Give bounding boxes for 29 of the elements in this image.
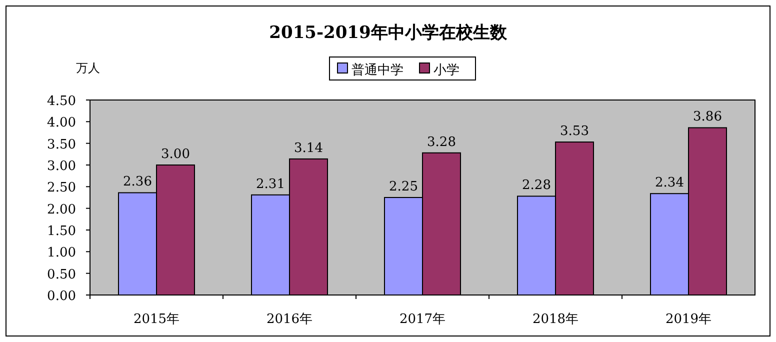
data-label: 3.00 — [161, 147, 190, 162]
data-label: 2.36 — [123, 174, 152, 190]
data-label: 3.14 — [294, 140, 323, 156]
data-label: 3.53 — [560, 124, 589, 140]
y-tick-label: 3.50 — [47, 137, 76, 152]
y-tick-label: 4.00 — [47, 116, 76, 131]
y-tick-label: 4.50 — [47, 94, 76, 109]
legend-label: 普通中学 — [352, 62, 404, 78]
y-tick-label: 0.50 — [47, 267, 76, 282]
x-tick-label: 2016年 — [266, 312, 313, 327]
data-label: 2.25 — [389, 180, 418, 194]
x-tick-label: 2018年 — [532, 312, 579, 327]
data-label: 2.31 — [256, 176, 285, 192]
x-tick-label: 2015年 — [133, 312, 180, 327]
y-tick-label: 2.00 — [47, 202, 76, 218]
data-label: 2.34 — [655, 176, 684, 191]
x-tick-label: 2017年 — [399, 312, 446, 327]
data-label: 3.86 — [693, 110, 722, 125]
y-axis-title: 万人 — [76, 61, 100, 75]
y-tick-label: 0.00 — [47, 289, 76, 304]
legend-label: 小学 — [434, 63, 460, 78]
y-tick-label: 3.00 — [47, 159, 76, 174]
y-tick-label: 1.50 — [47, 224, 76, 239]
data-label: 3.28 — [427, 134, 456, 150]
x-tick-label: 2019年 — [665, 312, 712, 327]
chart-title: 2015-2019年中小学在校生数 — [269, 23, 508, 43]
data-label: 2.28 — [522, 178, 551, 194]
y-tick-label: 2.50 — [47, 180, 76, 196]
y-tick-label: 1.00 — [47, 246, 76, 261]
